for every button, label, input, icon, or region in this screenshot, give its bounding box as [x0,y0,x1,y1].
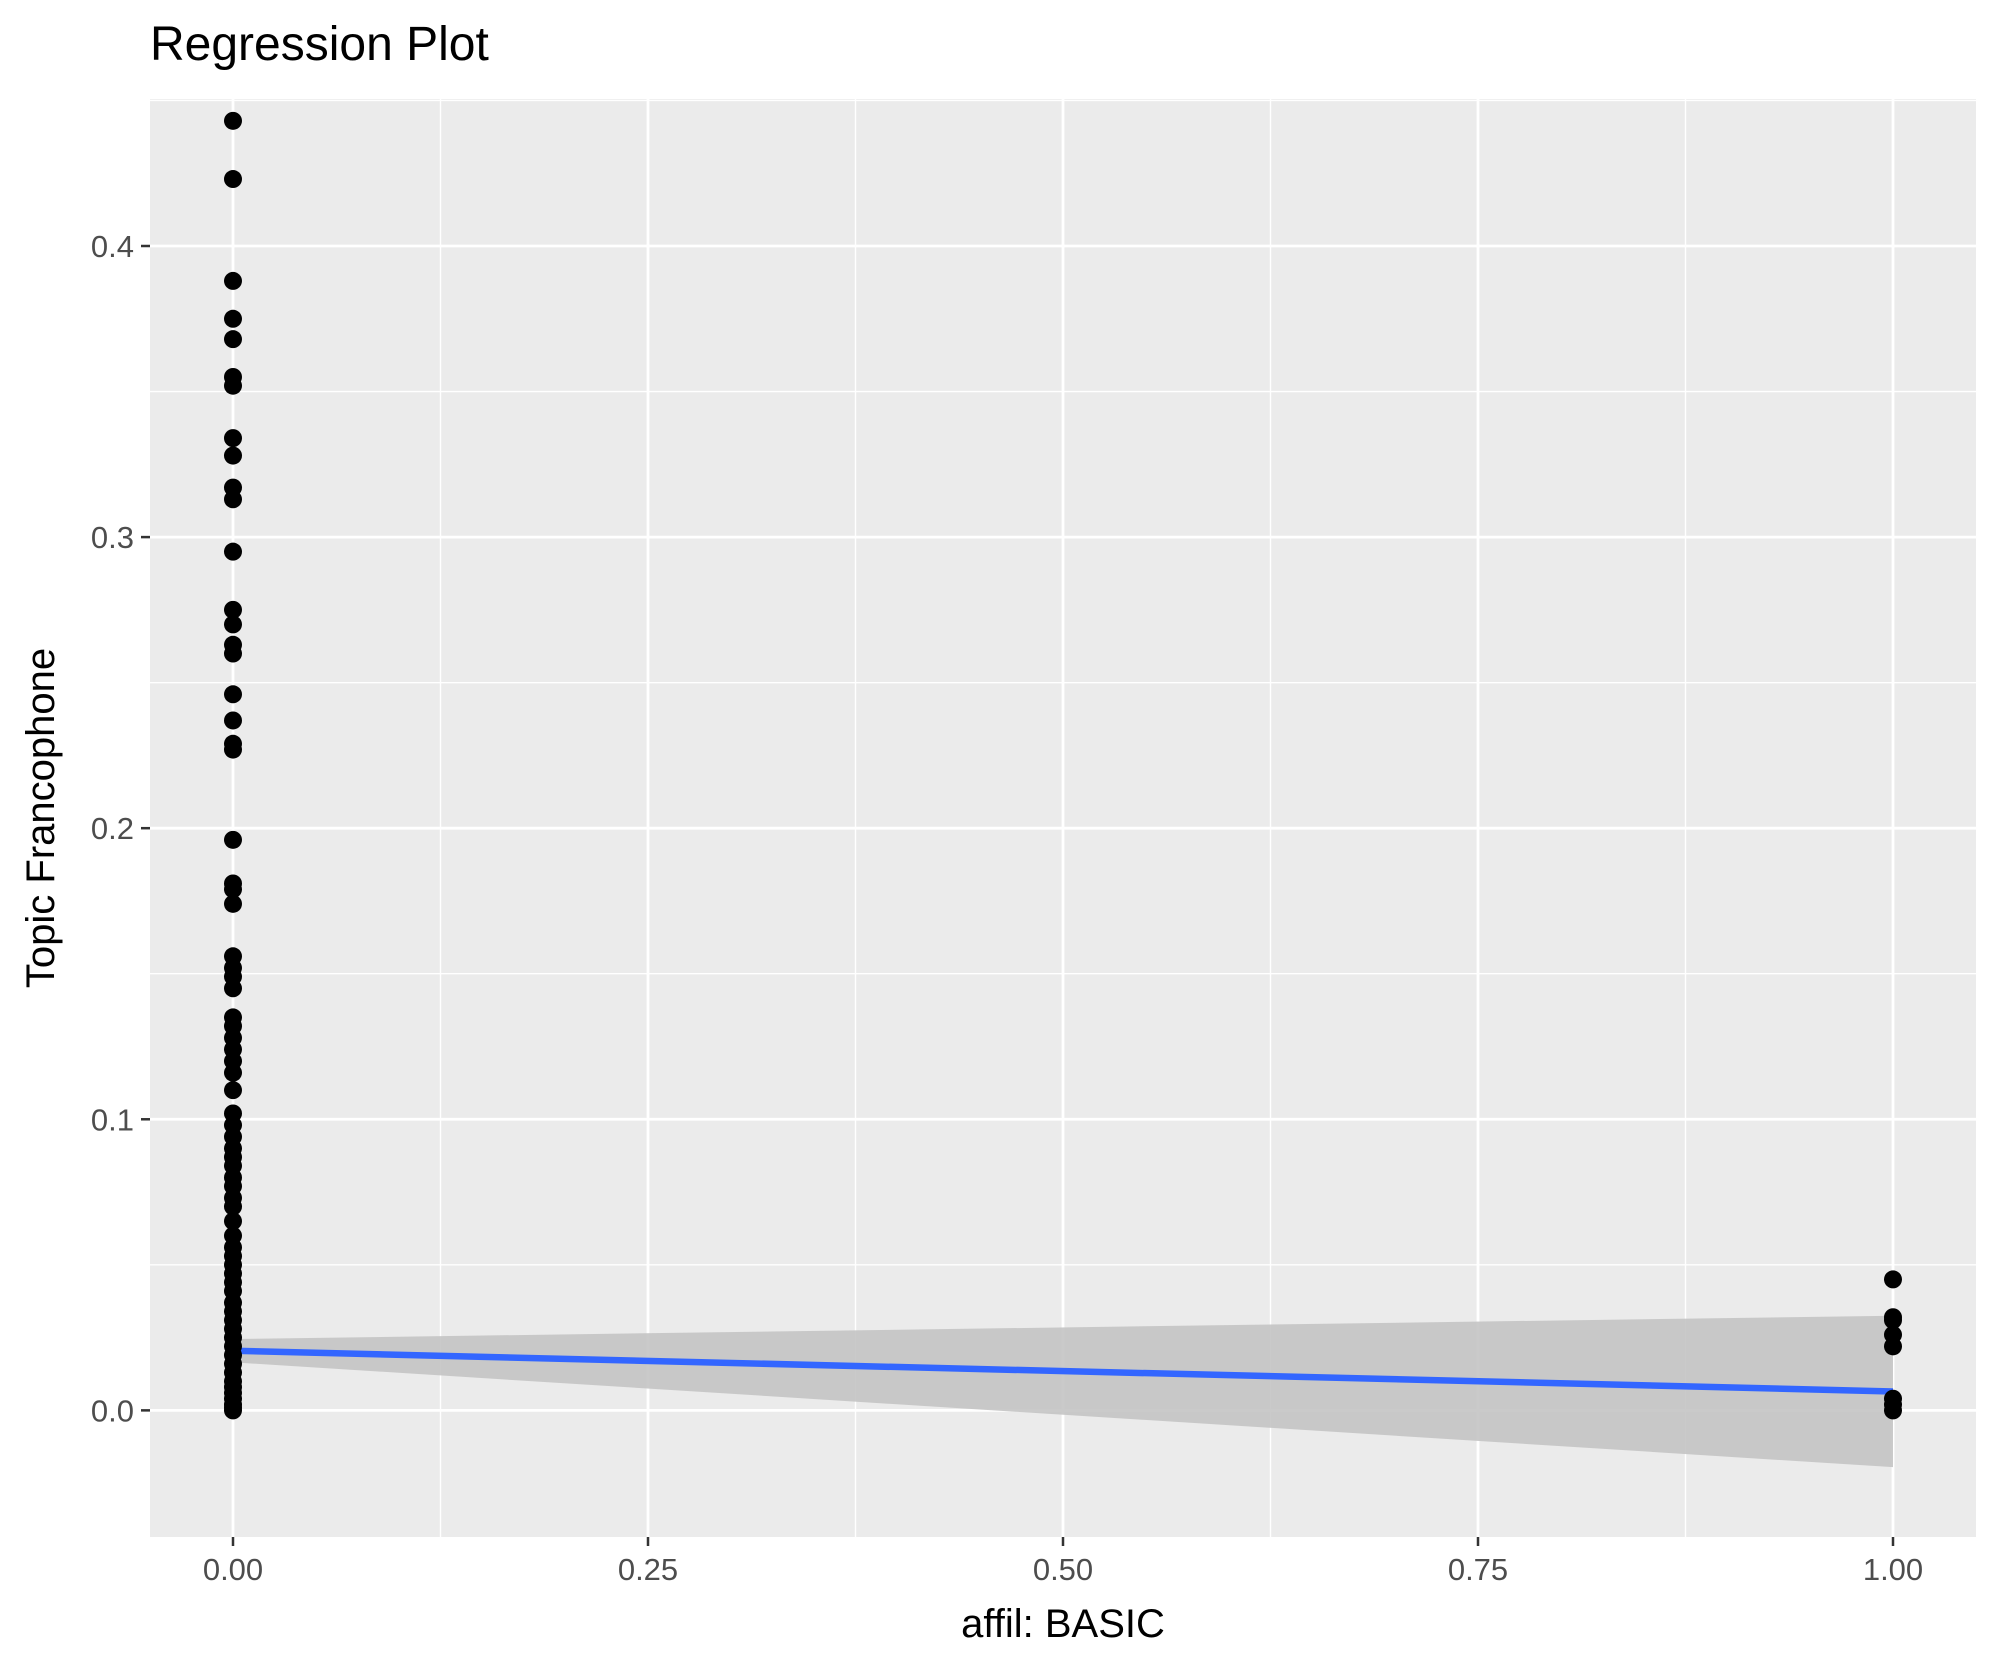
x-tick-label: 1.00 [1863,1552,1923,1587]
data-point [224,1401,242,1420]
data-point [224,894,242,913]
data-point [224,600,242,619]
data-point [224,490,242,509]
data-points [224,111,1902,1420]
data-point [224,979,242,998]
data-point [1884,1337,1902,1356]
confidence-band-layer [233,1315,1893,1468]
x-tick-label: 0.50 [1033,1552,1093,1587]
regression-line-layer [232,1347,1894,1395]
data-point [224,111,242,130]
y-tick-label: 0.1 [91,1102,134,1137]
data-point [224,685,242,704]
axes: 0.0 0.1 0.2 0.3 0.4 0.00 0.25 0.50 0.75 1.00 [91,229,1923,1587]
x-tick-label: 0.75 [1448,1552,1508,1587]
data-point [224,644,242,663]
x-axis-title: affil: BASIC [961,1602,1165,1646]
data-point [224,376,242,395]
data-point [224,429,242,448]
data-point [224,740,242,759]
chart-title: Regression Plot [150,18,489,71]
data-point [224,830,242,849]
y-tick-label: 0.3 [91,520,134,555]
x-tick-label: 0.25 [618,1552,678,1587]
data-point [224,711,242,730]
data-point [1884,1401,1902,1420]
data-point [224,1197,242,1216]
data-point [224,615,242,634]
data-point [1884,1270,1902,1289]
data-point [224,446,242,465]
data-point [1884,1311,1902,1330]
data-point [224,330,242,349]
y-tick-label: 0.2 [91,811,134,846]
y-axis-title: Topic Francophone [19,648,63,988]
x-tick-label: 0.00 [203,1552,263,1587]
regression-line [232,1347,1894,1395]
data-point [224,170,242,189]
data-point [224,1081,242,1100]
data-point [224,1212,242,1231]
y-tick-label: 0.0 [91,1393,134,1428]
y-tick-label: 0.4 [91,229,134,264]
data-point [224,271,242,290]
data-point [224,880,242,899]
data-point [224,542,242,561]
confidence-band [233,1315,1893,1468]
data-point [224,309,242,328]
data-point [224,1063,242,1082]
